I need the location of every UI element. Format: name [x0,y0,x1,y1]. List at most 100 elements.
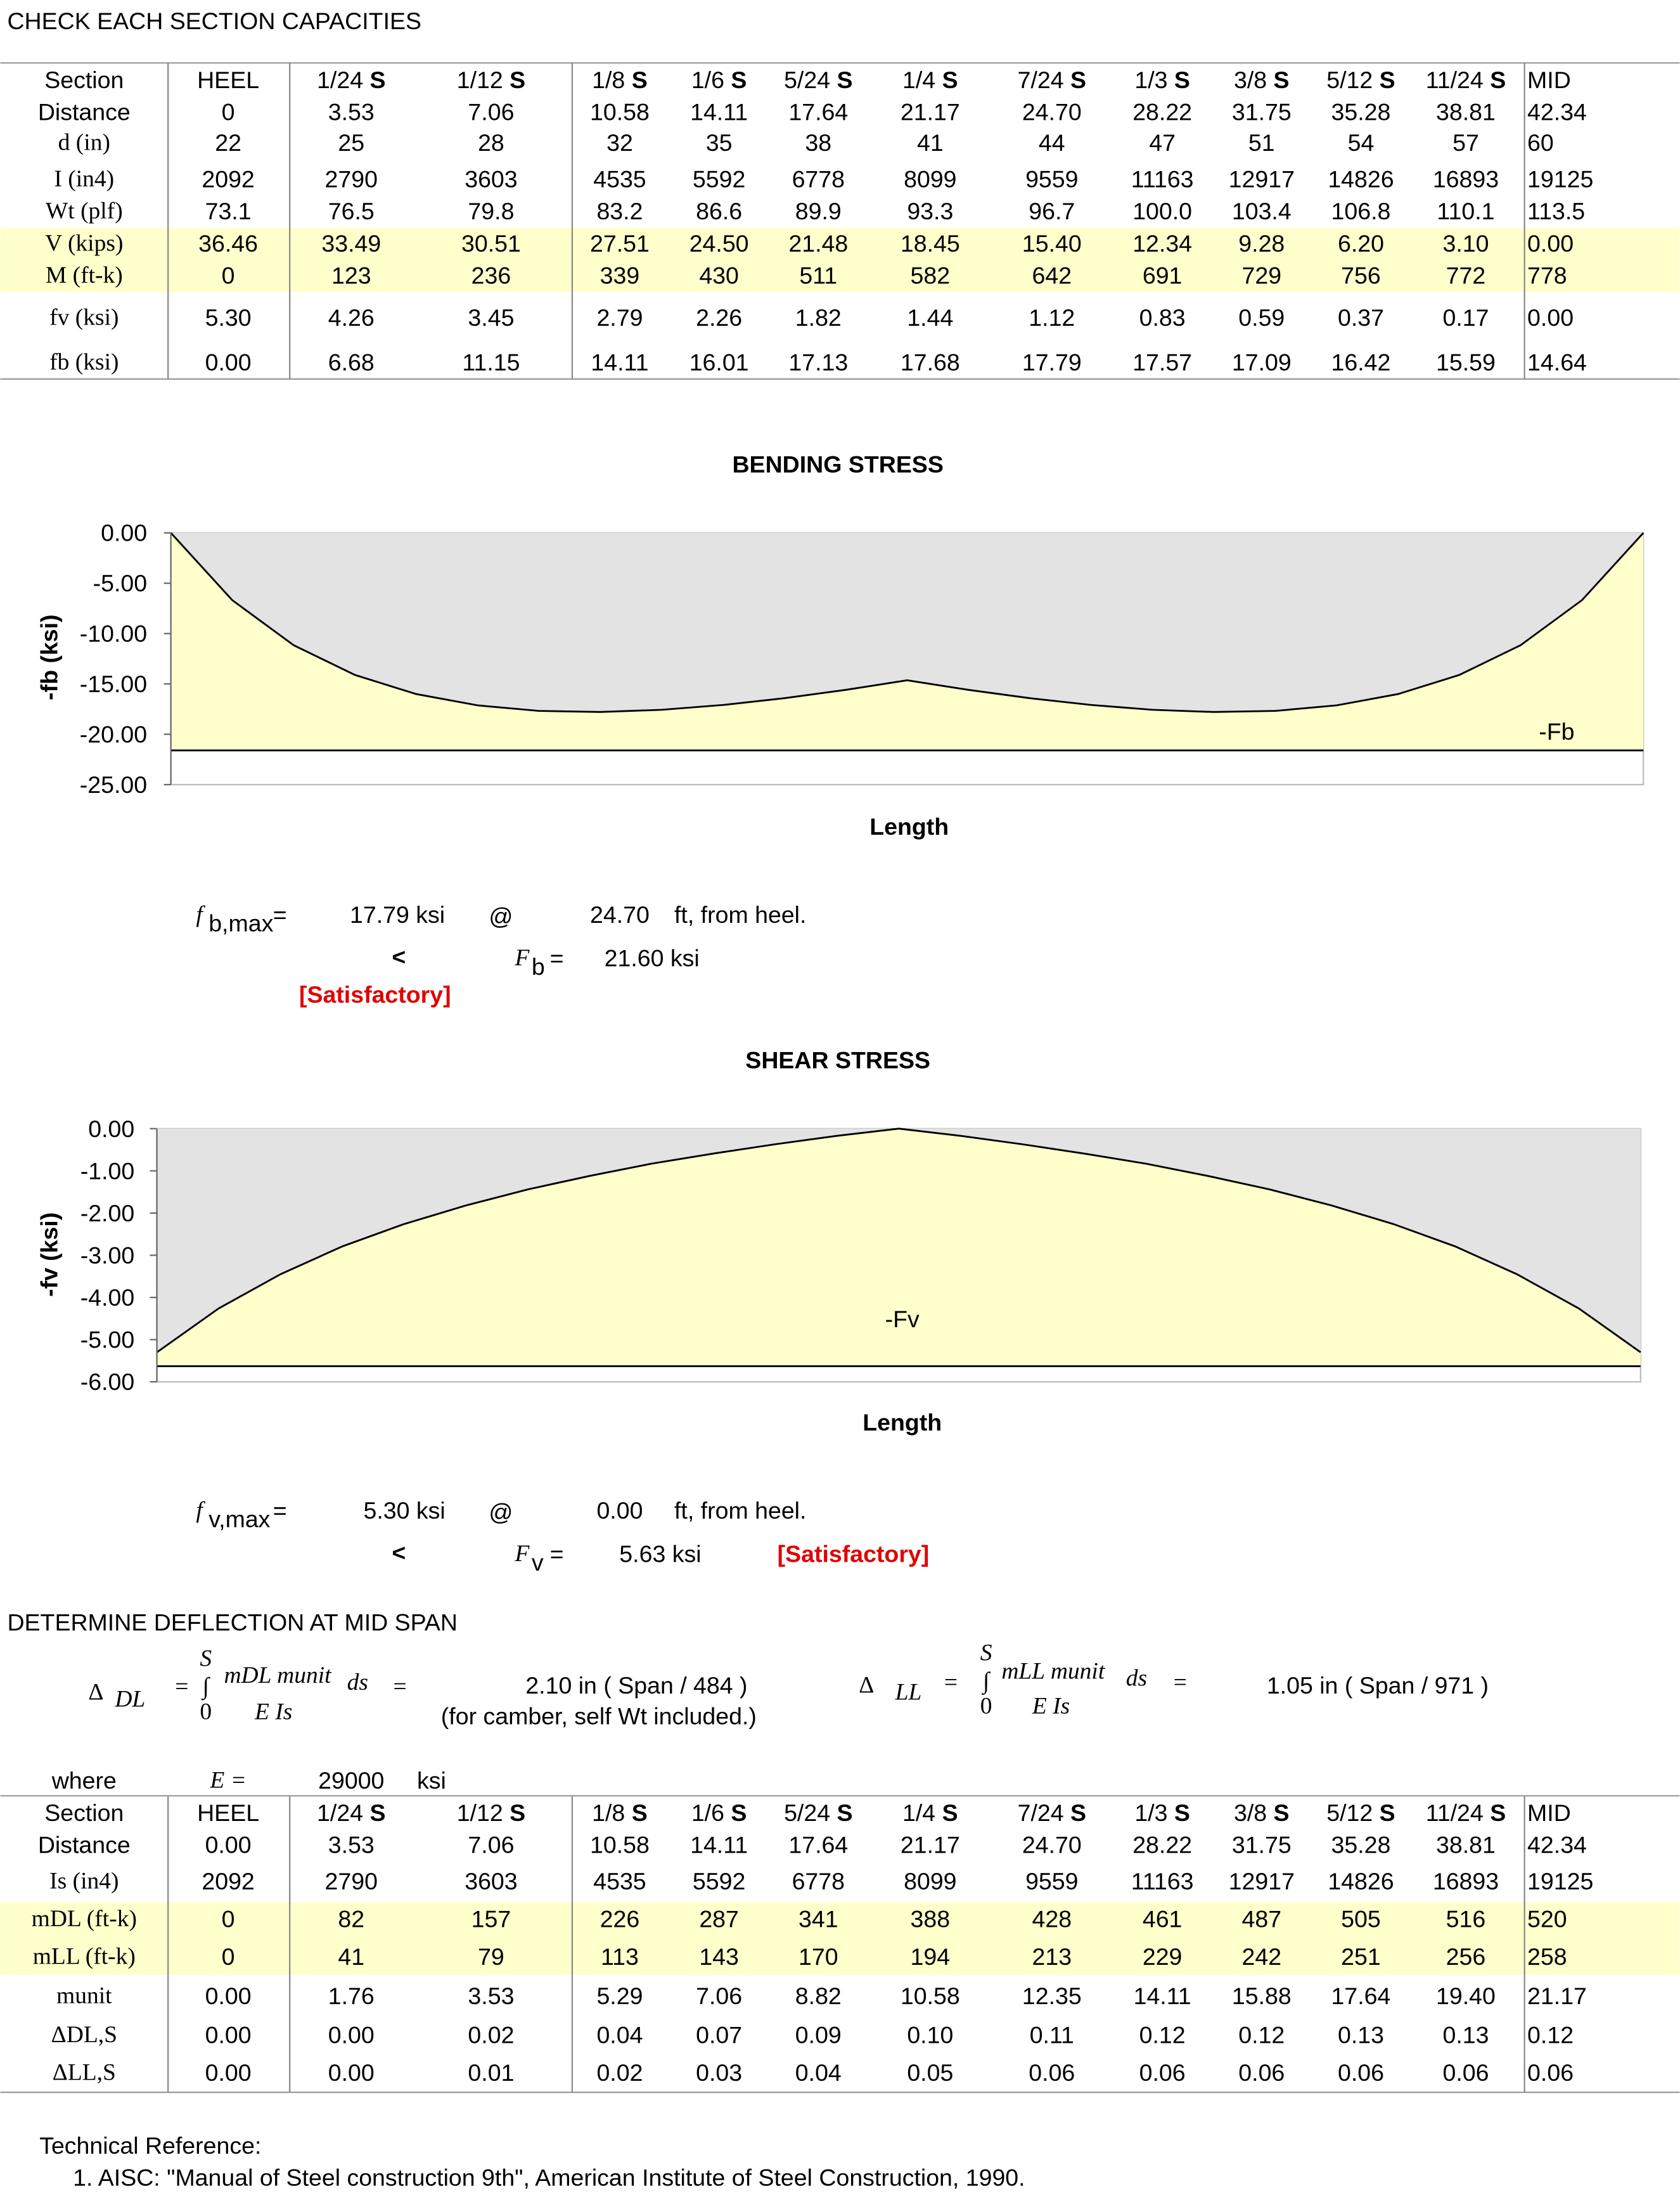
cell: 16893 [1433,1868,1499,1894]
denominator: E Is [1032,1694,1070,1720]
area-fill [157,1128,1641,1353]
equals: = [175,1674,188,1700]
cell: 14826 [1328,165,1394,192]
cell: 157 [471,1906,511,1933]
cell: 12.34 [1132,230,1192,257]
cell: 15.59 [1436,349,1496,376]
e-label: E = [209,1768,247,1794]
cell: 35 [706,129,733,156]
series-line [170,532,1645,713]
cell: 756 [1341,262,1381,289]
row-label: d (in) [58,130,110,156]
cell: 19125 [1527,1868,1593,1894]
numerator: mDL munit [224,1662,332,1688]
cell: 5.30 [205,304,252,331]
status: [Satisfactory] [299,981,451,1008]
cell: 0.06 [1442,2059,1489,2086]
cell: 461 [1143,1906,1183,1933]
cell: 0.12 [1238,2022,1285,2048]
cell: 2790 [325,1868,378,1894]
cell: 0.11 [1030,2022,1074,2048]
cell: 2092 [202,1868,254,1894]
cell: 1.82 [795,304,842,331]
reference-item: 1. AISC: "Manual of Steel construction 9… [73,2164,1025,2191]
row-label: ΔDL,S [51,2022,117,2048]
cell: 89.9 [795,198,842,224]
cell: 0.02 [596,2059,643,2086]
cell: 12917 [1229,1868,1295,1894]
cell: 0.05 [907,2059,953,2086]
cell: 17.68 [901,349,960,376]
cell: 1.12 [1029,304,1075,331]
cell: 17.57 [1132,349,1192,376]
equals: = [1174,1669,1187,1695]
cell: HEEL [197,1799,259,1826]
cell: 7.06 [696,1983,742,2009]
less-than: < [392,943,406,970]
lower-limit: 0 [980,1694,992,1720]
cell: 520 [1527,1906,1567,1933]
equals: = [273,1497,287,1524]
cell: 11.15 [462,349,520,376]
upper-limit: S [200,1646,212,1672]
row-label: munit [56,1983,112,2009]
cell: 0.02 [468,2022,514,2048]
cell: 57 [1452,129,1479,156]
cell: 242 [1242,1943,1282,1970]
cell: 38 [805,129,831,156]
cell: 0 [222,99,235,125]
cell: 0.00 [1527,304,1574,331]
cell: 6778 [792,165,845,192]
less-than: < [392,1539,406,1566]
integral: ∫ [202,1674,211,1701]
cell: 60 [1527,129,1554,156]
cell: 79 [478,1943,504,1970]
cell: 113 [601,1943,639,1970]
cell: 5.29 [596,1983,643,2009]
cell: 4.26 [328,304,375,331]
cell: 0.37 [1338,304,1384,331]
cell: 251 [1341,1943,1381,1970]
cell: 25 [338,129,364,156]
cell: 691 [1143,262,1183,289]
cell: 24.70 [1022,1832,1082,1858]
cell: 1/8 S [592,1799,648,1826]
cell: 1/24 S [317,67,385,93]
cell: 0.06 [1238,2059,1285,2086]
cell: 38.81 [1436,99,1496,125]
cell: 1/4 S [902,67,958,93]
y-tick-label: -6.00 [80,1368,134,1395]
result: 1.05 in ( Span / 971 ) [1267,1672,1489,1699]
page-title: CHECK EACH SECTION CAPACITIES [7,8,421,34]
cell: 79.8 [468,198,514,224]
cell: 11163 [1131,1868,1194,1894]
value: 5.30 ksi [364,1497,446,1524]
e-unit: ksi [417,1767,446,1794]
cell: 3.53 [468,1983,514,2009]
at: @ [489,903,513,929]
cell: 0.01 [468,2059,514,2086]
note: (for camber, self Wt included.) [441,1703,757,1730]
cell: 582 [911,262,951,289]
cell: 2092 [202,165,254,192]
cell: 170 [798,1943,838,1970]
cell: 16.01 [689,349,749,376]
cell: 17.64 [788,1832,848,1858]
cell: 35.28 [1331,1832,1391,1858]
cell: 86.6 [696,198,742,224]
result: 2.10 in ( Span / 484 ) [525,1672,747,1699]
cell: 123 [331,262,371,289]
equals: = [944,1669,958,1695]
cell: 0.06 [1029,2059,1075,2086]
dl-formula: Δ DL = S ∫ 0 mDL munit ds = E Is 2.10 in… [88,1646,756,1730]
cell: 83.2 [596,198,643,224]
cell: 12.35 [1022,1983,1082,2009]
location: 24.70 [590,901,650,928]
shear-result: f v,max = 5.30 ksi @ 0.00 ft, from heel.… [196,1497,929,1576]
cell: 100.0 [1132,198,1192,224]
chart: BENDING STRESS Length -fb (ksi) -Fb 0.00 -5.0… [36,451,1645,840]
cell: 106.8 [1331,198,1391,224]
cell: 38.81 [1436,1832,1496,1858]
x-axis-label: Length [862,1409,942,1436]
highlight [0,1902,1680,1975]
